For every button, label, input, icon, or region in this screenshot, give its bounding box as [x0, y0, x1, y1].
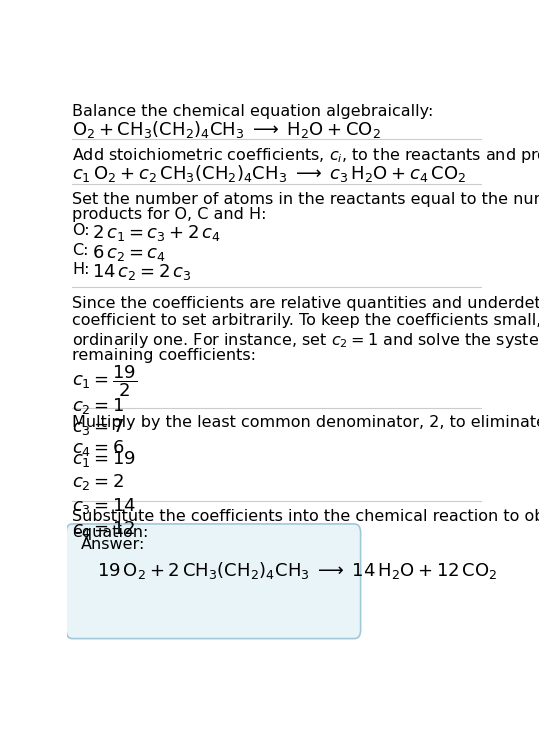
Text: $c_3 = 14$: $c_3 = 14$	[72, 496, 137, 516]
Text: $c_4 = 12$: $c_4 = 12$	[72, 519, 136, 538]
Text: Add stoichiometric coefficients, $c_i$, to the reactants and products:: Add stoichiometric coefficients, $c_i$, …	[72, 147, 539, 165]
Text: $\mathrm{O_2 + CH_3(CH_2)_4CH_3} \;\longrightarrow\; \mathrm{H_2O + CO_2}$: $\mathrm{O_2 + CH_3(CH_2)_4CH_3} \;\long…	[72, 120, 381, 140]
Text: Multiply by the least common denominator, 2, to eliminate fractional coefficient: Multiply by the least common denominator…	[72, 414, 539, 429]
Text: H:: H:	[72, 262, 90, 277]
Text: O:: O:	[72, 223, 90, 238]
Text: $c_4 = 6$: $c_4 = 6$	[72, 438, 125, 458]
Text: Answer:: Answer:	[81, 537, 145, 552]
Text: $c_1 = \dfrac{19}{2}$: $c_1 = \dfrac{19}{2}$	[72, 363, 138, 399]
Text: $2\,c_1 = c_3 + 2\,c_4$: $2\,c_1 = c_3 + 2\,c_4$	[93, 223, 222, 243]
Text: Balance the chemical equation algebraically:: Balance the chemical equation algebraica…	[72, 104, 434, 119]
Text: C:: C:	[72, 243, 89, 257]
Text: $c_2 = 1$: $c_2 = 1$	[72, 396, 125, 416]
Text: $14\,c_2 = 2\,c_3$: $14\,c_2 = 2\,c_3$	[93, 262, 192, 282]
Text: coefficient to set arbitrarily. To keep the coefficients small, the arbitrary va: coefficient to set arbitrarily. To keep …	[72, 313, 539, 328]
Text: Since the coefficients are relative quantities and underdetermined, choose a: Since the coefficients are relative quan…	[72, 296, 539, 311]
Text: $19\,\mathrm{O_2} + 2\,\mathrm{CH_3(CH_2)_4CH_3} \;\longrightarrow\; 14\,\mathrm: $19\,\mathrm{O_2} + 2\,\mathrm{CH_3(CH_2…	[98, 560, 498, 581]
Text: $c_1\,\mathrm{O_2} + c_2\,\mathrm{CH_3(CH_2)_4CH_3} \;\longrightarrow\; c_3\,\ma: $c_1\,\mathrm{O_2} + c_2\,\mathrm{CH_3(C…	[72, 162, 467, 183]
Text: ordinarily one. For instance, set $c_2 = 1$ and solve the system of equations fo: ordinarily one. For instance, set $c_2 =…	[72, 331, 539, 350]
FancyBboxPatch shape	[66, 524, 361, 638]
Text: $6\,c_2 = c_4$: $6\,c_2 = c_4$	[93, 243, 167, 262]
Text: equation:: equation:	[72, 525, 149, 539]
Text: Set the number of atoms in the reactants equal to the number of atoms in the: Set the number of atoms in the reactants…	[72, 192, 539, 207]
Text: products for O, C and H:: products for O, C and H:	[72, 208, 267, 222]
Text: Substitute the coefficients into the chemical reaction to obtain the balanced: Substitute the coefficients into the che…	[72, 509, 539, 524]
Text: $c_2 = 2$: $c_2 = 2$	[72, 472, 125, 493]
Text: $c_3 = 7$: $c_3 = 7$	[72, 417, 125, 437]
Text: remaining coefficients:: remaining coefficients:	[72, 348, 257, 363]
Text: $c_1 = 19$: $c_1 = 19$	[72, 449, 136, 469]
